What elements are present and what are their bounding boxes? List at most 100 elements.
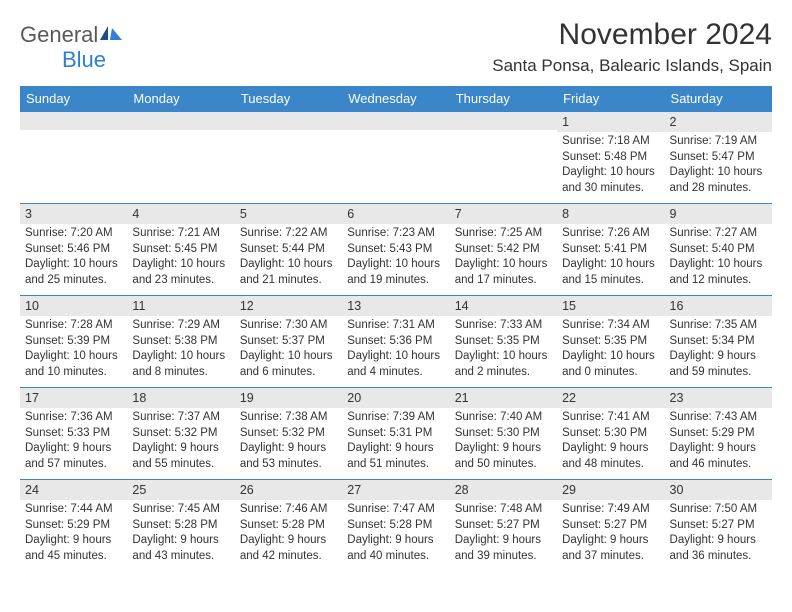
day-number: 3 — [20, 204, 127, 224]
day-data: Sunrise: 7:44 AMSunset: 5:29 PMDaylight:… — [20, 500, 127, 568]
day-data: Sunrise: 7:29 AMSunset: 5:38 PMDaylight:… — [127, 316, 234, 384]
day-number: 2 — [665, 112, 772, 132]
day-data: Sunrise: 7:33 AMSunset: 5:35 PMDaylight:… — [450, 316, 557, 384]
day-number: 13 — [342, 296, 449, 316]
day-data: Sunrise: 7:26 AMSunset: 5:41 PMDaylight:… — [557, 224, 664, 292]
sunrise-line: Sunrise: 7:38 AM — [240, 410, 337, 426]
day-cell — [235, 112, 342, 204]
daylight-line: Daylight: 9 hours and 48 minutes. — [562, 441, 659, 472]
sunset-line: Sunset: 5:28 PM — [132, 518, 229, 534]
day-number: 19 — [235, 388, 342, 408]
day-data: Sunrise: 7:37 AMSunset: 5:32 PMDaylight:… — [127, 408, 234, 476]
sunset-line: Sunset: 5:47 PM — [670, 150, 767, 166]
sunrise-line: Sunrise: 7:20 AM — [25, 226, 122, 242]
day-cell: 1Sunrise: 7:18 AMSunset: 5:48 PMDaylight… — [557, 112, 664, 204]
week-row: 10Sunrise: 7:28 AMSunset: 5:39 PMDayligh… — [20, 296, 772, 388]
day-cell: 8Sunrise: 7:26 AMSunset: 5:41 PMDaylight… — [557, 204, 664, 296]
day-number: 24 — [20, 480, 127, 500]
daylight-line: Daylight: 10 hours and 6 minutes. — [240, 349, 337, 380]
day-number: 29 — [557, 480, 664, 500]
day-header: Friday — [557, 86, 664, 112]
sunset-line: Sunset: 5:30 PM — [455, 426, 552, 442]
day-data: Sunrise: 7:46 AMSunset: 5:28 PMDaylight:… — [235, 500, 342, 568]
sunrise-line: Sunrise: 7:34 AM — [562, 318, 659, 334]
day-cell: 29Sunrise: 7:49 AMSunset: 5:27 PMDayligh… — [557, 480, 664, 572]
day-cell: 20Sunrise: 7:39 AMSunset: 5:31 PMDayligh… — [342, 388, 449, 480]
sunset-line: Sunset: 5:39 PM — [25, 334, 122, 350]
day-number: 7 — [450, 204, 557, 224]
day-cell: 28Sunrise: 7:48 AMSunset: 5:27 PMDayligh… — [450, 480, 557, 572]
day-number: 26 — [235, 480, 342, 500]
sunrise-line: Sunrise: 7:31 AM — [347, 318, 444, 334]
sunset-line: Sunset: 5:28 PM — [240, 518, 337, 534]
day-data: Sunrise: 7:39 AMSunset: 5:31 PMDaylight:… — [342, 408, 449, 476]
day-header-row: SundayMondayTuesdayWednesdayThursdayFrid… — [20, 86, 772, 112]
day-data: Sunrise: 7:31 AMSunset: 5:36 PMDaylight:… — [342, 316, 449, 384]
daylight-line: Daylight: 10 hours and 10 minutes. — [25, 349, 122, 380]
day-header: Wednesday — [342, 86, 449, 112]
day-number: 27 — [342, 480, 449, 500]
logo-word-general: General — [20, 24, 98, 46]
sunrise-line: Sunrise: 7:33 AM — [455, 318, 552, 334]
day-number: 20 — [342, 388, 449, 408]
day-number: 6 — [342, 204, 449, 224]
day-number: 1 — [557, 112, 664, 132]
sunset-line: Sunset: 5:36 PM — [347, 334, 444, 350]
day-cell: 3 Sunrise: 7:20 AMSunset: 5:46 PMDaylight… — [20, 204, 127, 296]
sunrise-line: Sunrise: 7:48 AM — [455, 502, 552, 518]
daylight-line: Daylight: 10 hours and 30 minutes. — [562, 165, 659, 196]
sunset-line: Sunset: 5:37 PM — [240, 334, 337, 350]
day-data: Sunrise: 7:43 AMSunset: 5:29 PMDaylight:… — [665, 408, 772, 476]
empty-day-bar — [342, 112, 449, 130]
week-row: 24Sunrise: 7:44 AMSunset: 5:29 PMDayligh… — [20, 480, 772, 572]
day-cell — [450, 112, 557, 204]
sunrise-line: Sunrise: 7:25 AM — [455, 226, 552, 242]
daylight-line: Daylight: 10 hours and 17 minutes. — [455, 257, 552, 288]
sunset-line: Sunset: 5:32 PM — [132, 426, 229, 442]
day-cell: 24Sunrise: 7:44 AMSunset: 5:29 PMDayligh… — [20, 480, 127, 572]
daylight-line: Daylight: 9 hours and 55 minutes. — [132, 441, 229, 472]
sunrise-line: Sunrise: 7:40 AM — [455, 410, 552, 426]
logo-word-blue: Blue — [20, 49, 124, 71]
day-cell: 30Sunrise: 7:50 AMSunset: 5:27 PMDayligh… — [665, 480, 772, 572]
day-data: Sunrise: 7:49 AMSunset: 5:27 PMDaylight:… — [557, 500, 664, 568]
day-header: Thursday — [450, 86, 557, 112]
daylight-line: Daylight: 10 hours and 0 minutes. — [562, 349, 659, 380]
day-data: Sunrise: 7:23 AMSunset: 5:43 PMDaylight:… — [342, 224, 449, 292]
day-number: 25 — [127, 480, 234, 500]
sunset-line: Sunset: 5:35 PM — [455, 334, 552, 350]
day-cell — [342, 112, 449, 204]
day-number: 18 — [127, 388, 234, 408]
sunset-line: Sunset: 5:46 PM — [25, 242, 122, 258]
day-cell — [20, 112, 127, 204]
sunset-line: Sunset: 5:42 PM — [455, 242, 552, 258]
sunrise-line: Sunrise: 7:27 AM — [670, 226, 767, 242]
daylight-line: Daylight: 9 hours and 43 minutes. — [132, 533, 229, 564]
sunrise-line: Sunrise: 7:30 AM — [240, 318, 337, 334]
day-data: Sunrise: 7:21 AMSunset: 5:45 PMDaylight:… — [127, 224, 234, 292]
week-row: 1Sunrise: 7:18 AMSunset: 5:48 PMDaylight… — [20, 112, 772, 204]
daylight-line: Daylight: 9 hours and 51 minutes. — [347, 441, 444, 472]
sunrise-line: Sunrise: 7:43 AM — [670, 410, 767, 426]
sunrise-line: Sunrise: 7:36 AM — [25, 410, 122, 426]
daylight-line: Daylight: 9 hours and 39 minutes. — [455, 533, 552, 564]
day-cell: 22Sunrise: 7:41 AMSunset: 5:30 PMDayligh… — [557, 388, 664, 480]
day-cell: 13Sunrise: 7:31 AMSunset: 5:36 PMDayligh… — [342, 296, 449, 388]
day-number: 10 — [20, 296, 127, 316]
day-data: Sunrise: 7:34 AMSunset: 5:35 PMDaylight:… — [557, 316, 664, 384]
daylight-line: Daylight: 9 hours and 36 minutes. — [670, 533, 767, 564]
sunrise-line: Sunrise: 7:18 AM — [562, 134, 659, 150]
sunrise-line: Sunrise: 7:29 AM — [132, 318, 229, 334]
day-cell: 17Sunrise: 7:36 AMSunset: 5:33 PMDayligh… — [20, 388, 127, 480]
sunrise-line: Sunrise: 7:28 AM — [25, 318, 122, 334]
day-cell: 4Sunrise: 7:21 AMSunset: 5:45 PMDaylight… — [127, 204, 234, 296]
day-data: Sunrise: 7:40 AMSunset: 5:30 PMDaylight:… — [450, 408, 557, 476]
day-number: 23 — [665, 388, 772, 408]
daylight-line: Daylight: 10 hours and 25 minutes. — [25, 257, 122, 288]
day-number: 30 — [665, 480, 772, 500]
day-cell: 26Sunrise: 7:46 AMSunset: 5:28 PMDayligh… — [235, 480, 342, 572]
sunrise-line: Sunrise: 7:45 AM — [132, 502, 229, 518]
day-number: 4 — [127, 204, 234, 224]
day-cell: 15Sunrise: 7:34 AMSunset: 5:35 PMDayligh… — [557, 296, 664, 388]
logo-sails-icon — [98, 24, 124, 49]
